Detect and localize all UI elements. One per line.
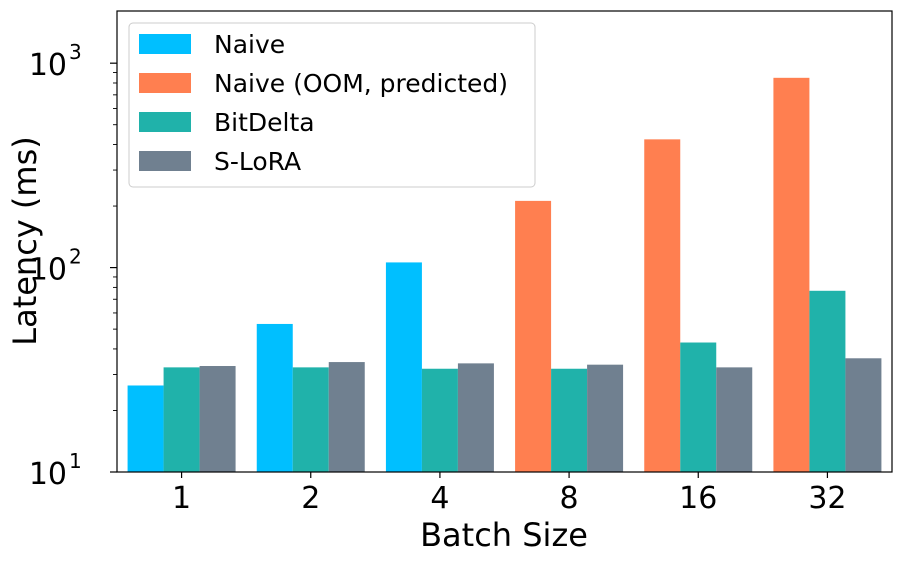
legend-swatch (139, 151, 191, 171)
y-tick-label: 10 (29, 253, 67, 288)
bar-s-lora-4 (457, 363, 494, 472)
bar-bitdelta-8 (551, 368, 588, 472)
x-tick-label: 32 (808, 481, 846, 516)
legend-swatch (139, 73, 191, 93)
x-tick-label: 1 (172, 481, 191, 516)
bar-naive-1 (127, 385, 164, 472)
bar-naive-oom-predicted-16 (644, 139, 681, 472)
plot-frame (116, 10, 893, 473)
legend-label: S-LoRA (214, 147, 301, 176)
legend-label: Naive (214, 30, 285, 59)
bar-s-lora-1 (199, 366, 236, 472)
y-tick-exponent: 3 (69, 40, 82, 64)
bar-naive-oom-predicted-32 (773, 77, 810, 472)
y-tick-label: 10 (29, 48, 67, 83)
legend-label: BitDelta (214, 108, 315, 137)
bar-naive-4 (385, 262, 422, 472)
x-tick-label: 8 (560, 481, 579, 516)
bar-bitdelta-32 (809, 290, 846, 472)
x-tick-label: 4 (430, 481, 449, 516)
legend: Naive Naive (OOM, predicted) BitDelta S-LoR… (128, 22, 536, 188)
bar-naive-oom-predicted-8 (515, 200, 552, 472)
y-tick-exponent: 1 (69, 449, 82, 473)
y-tick-exponent: 2 (69, 245, 82, 269)
x-ticks-group: 1 2 4 8 16 32 (172, 472, 847, 516)
y-axis-label: Latency (ms) (6, 136, 44, 345)
bars-group (127, 77, 882, 472)
bar-bitdelta-4 (421, 368, 458, 472)
legend-label: Naive (OOM, predicted) (214, 69, 508, 98)
bar-s-lora-16 (716, 367, 753, 472)
bar-s-lora-2 (328, 362, 365, 472)
bar-s-lora-8 (587, 364, 624, 472)
bar-bitdelta-2 (292, 367, 329, 472)
bar-bitdelta-1 (163, 367, 200, 472)
x-tick-label: 16 (679, 481, 717, 516)
x-tick-label: 2 (301, 481, 320, 516)
legend-swatch (139, 34, 191, 54)
y-tick-label: 10 (29, 457, 67, 492)
bar-bitdelta-16 (680, 342, 717, 472)
bar-naive-2 (256, 323, 293, 472)
bar-s-lora-32 (845, 358, 882, 472)
legend-box (128, 22, 536, 188)
legend-swatch (139, 112, 191, 132)
x-axis-label: Batch Size (420, 516, 588, 554)
